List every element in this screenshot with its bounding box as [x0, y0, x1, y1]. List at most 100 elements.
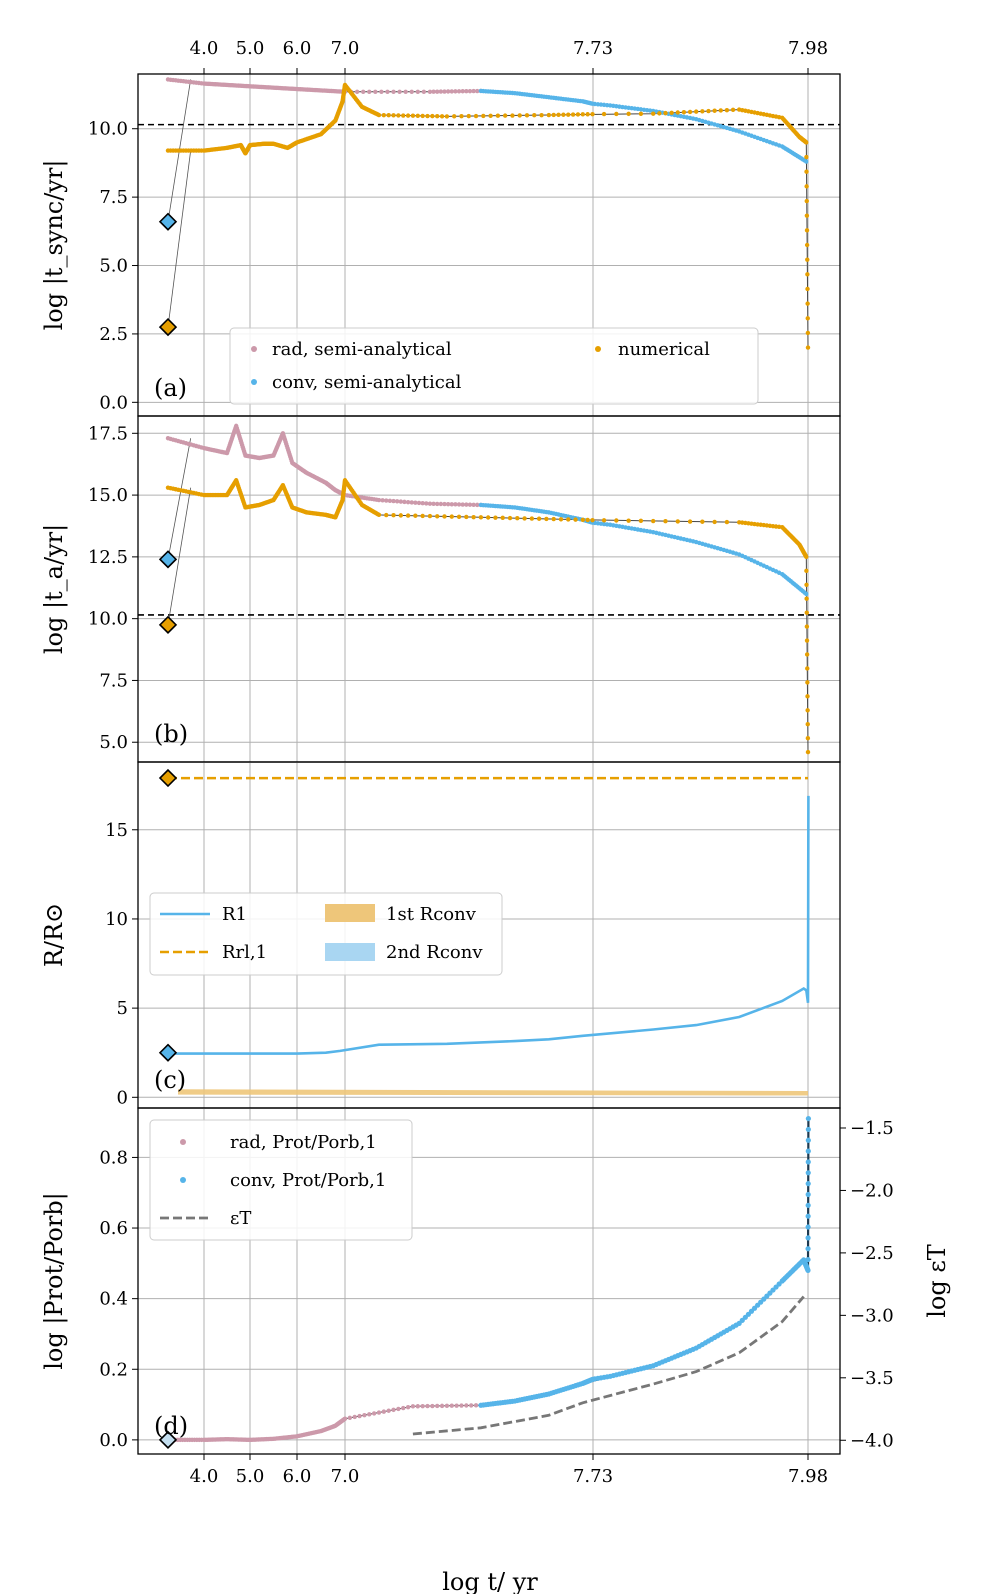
numerical-point: [724, 107, 730, 113]
rad-point: [435, 1403, 440, 1409]
numerical-point: [804, 242, 810, 248]
numerical-point: [804, 638, 810, 643]
numerical-point: [614, 518, 619, 523]
bottom-tick-label: 4.0: [190, 1466, 219, 1487]
numerical-point: [425, 113, 430, 119]
numerical-point: [805, 272, 810, 277]
numerical-point: [410, 113, 416, 118]
rad-point: [449, 502, 454, 507]
rad-point: [453, 89, 458, 94]
rad-point: [431, 501, 436, 507]
legend-conv2-swatch: [325, 943, 375, 961]
legend-numerical-label: numerical: [618, 339, 710, 360]
numerical-point: [638, 518, 644, 524]
legend-conv1-swatch: [325, 904, 375, 922]
rad-point: [360, 89, 366, 94]
rad-point: [416, 500, 422, 506]
numerical-point: [510, 113, 515, 118]
conv-point: [805, 1181, 811, 1187]
numerical-point: [805, 749, 811, 755]
panel-frame: [137, 415, 841, 763]
numerical-point: [687, 109, 693, 115]
y-tick-label: 0.8: [99, 1147, 128, 1168]
numerical-point: [522, 516, 527, 521]
conv-point: [805, 1246, 811, 1252]
numerical-point: [805, 301, 810, 306]
numerical-point: [420, 113, 425, 119]
numerical-point: [590, 517, 595, 523]
numerical-point: [386, 113, 391, 118]
numerical-point: [730, 107, 736, 113]
numerical-point: [675, 110, 680, 115]
top-tick-label: 7.73: [573, 38, 613, 59]
rad-point: [415, 1404, 420, 1409]
rad-point: [396, 1406, 401, 1412]
rad-point: [371, 1411, 377, 1416]
numerical-point: [626, 518, 631, 523]
numerical-point: [551, 516, 556, 522]
y-tick-label: 5: [117, 998, 128, 1019]
numerical-point: [405, 113, 411, 118]
rad-point: [420, 1403, 425, 1409]
numerical-point: [464, 514, 469, 520]
numerical-point: [561, 112, 566, 117]
top-tick-label: 7.0: [331, 38, 360, 59]
numerical-point: [488, 113, 493, 119]
bottom-tick-label: 7.73: [573, 1466, 613, 1487]
rad-point: [438, 501, 444, 507]
y-tick-label: 0.4: [99, 1289, 128, 1310]
numerical-point: [575, 112, 581, 117]
connector-line: [167, 487, 192, 625]
initial-rl-marker: [158, 768, 178, 788]
legend-rad-marker: [180, 1139, 186, 1145]
conv-point: [804, 591, 809, 597]
rad-point: [405, 499, 411, 505]
rad-point: [427, 501, 433, 506]
initial-r1-marker: [158, 1043, 178, 1062]
numerical-point: [580, 112, 586, 117]
y-tick-label: 7.5: [99, 670, 128, 691]
rad-point: [379, 89, 384, 94]
numerical-point: [539, 112, 544, 118]
numerical-point: [804, 582, 809, 587]
y2-tick-label: −2.5: [850, 1243, 894, 1264]
rad-point: [453, 502, 458, 507]
numerical-point: [478, 515, 484, 520]
rad-point: [405, 1405, 411, 1410]
legend-conv-marker: [251, 379, 257, 385]
rad-point: [352, 1414, 357, 1420]
numerical-point: [544, 516, 549, 522]
rad-point: [425, 1403, 430, 1409]
numerical-point: [651, 111, 656, 116]
initial-numerical-marker: [158, 615, 178, 634]
rad-point: [342, 1416, 348, 1421]
numerical-point: [435, 514, 440, 519]
numerical-point: [663, 519, 668, 524]
y-axis-label: R/R⊙: [40, 903, 68, 967]
numerical-point: [451, 114, 457, 119]
numerical-point: [471, 514, 476, 520]
panel-label: (b): [154, 720, 188, 748]
rad-point: [354, 89, 360, 94]
y2-axis-label: log εT: [923, 1244, 951, 1318]
rad-point: [347, 1415, 353, 1421]
numerical-point: [384, 512, 389, 518]
numerical-point: [420, 513, 425, 519]
numerical-point: [718, 108, 723, 113]
numerical-point: [405, 513, 411, 518]
rad-point: [421, 89, 427, 94]
rad-point: [444, 1403, 450, 1409]
y2-tick-label: −2.0: [850, 1180, 894, 1201]
numerical-point: [376, 512, 382, 518]
rad-point: [391, 89, 396, 94]
numerical-point: [427, 513, 433, 519]
top-tick-label: 7.98: [788, 38, 828, 59]
numerical-point: [700, 109, 705, 114]
numerical-point: [396, 113, 401, 118]
numerical-point: [804, 554, 809, 560]
rad-point: [464, 502, 469, 507]
numerical-point: [804, 184, 809, 189]
rad-point: [376, 1410, 382, 1415]
connector-line: [167, 150, 192, 328]
numerical-point: [524, 113, 530, 118]
